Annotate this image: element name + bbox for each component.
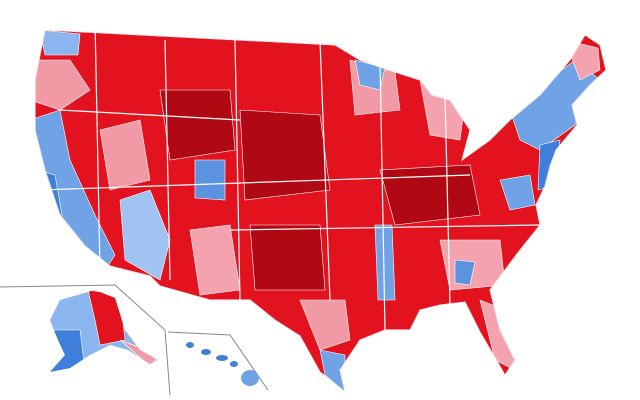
county-patch xyxy=(119,339,158,367)
county-patch xyxy=(374,224,396,301)
state-borders xyxy=(39,30,541,331)
county-patch xyxy=(39,30,81,56)
island xyxy=(201,349,211,355)
inset-frames xyxy=(0,284,269,396)
county-patch xyxy=(319,349,346,392)
island xyxy=(186,342,194,348)
county-patch xyxy=(454,259,476,286)
county-patch xyxy=(249,224,326,291)
island xyxy=(216,355,228,361)
island xyxy=(230,361,238,367)
county-patch xyxy=(239,109,331,201)
county-patch xyxy=(159,89,236,161)
island xyxy=(241,370,259,386)
county-patch xyxy=(35,59,91,111)
inset-frame xyxy=(0,284,171,396)
county-patch xyxy=(537,139,561,191)
alaska xyxy=(50,290,158,372)
county-patch xyxy=(99,119,151,191)
county-patch xyxy=(119,189,171,281)
hawaii xyxy=(186,342,259,386)
county-patch xyxy=(194,159,226,201)
county-patch xyxy=(379,164,481,226)
county-patch xyxy=(50,329,86,372)
state-border xyxy=(39,30,541,331)
county-patch xyxy=(499,174,536,211)
